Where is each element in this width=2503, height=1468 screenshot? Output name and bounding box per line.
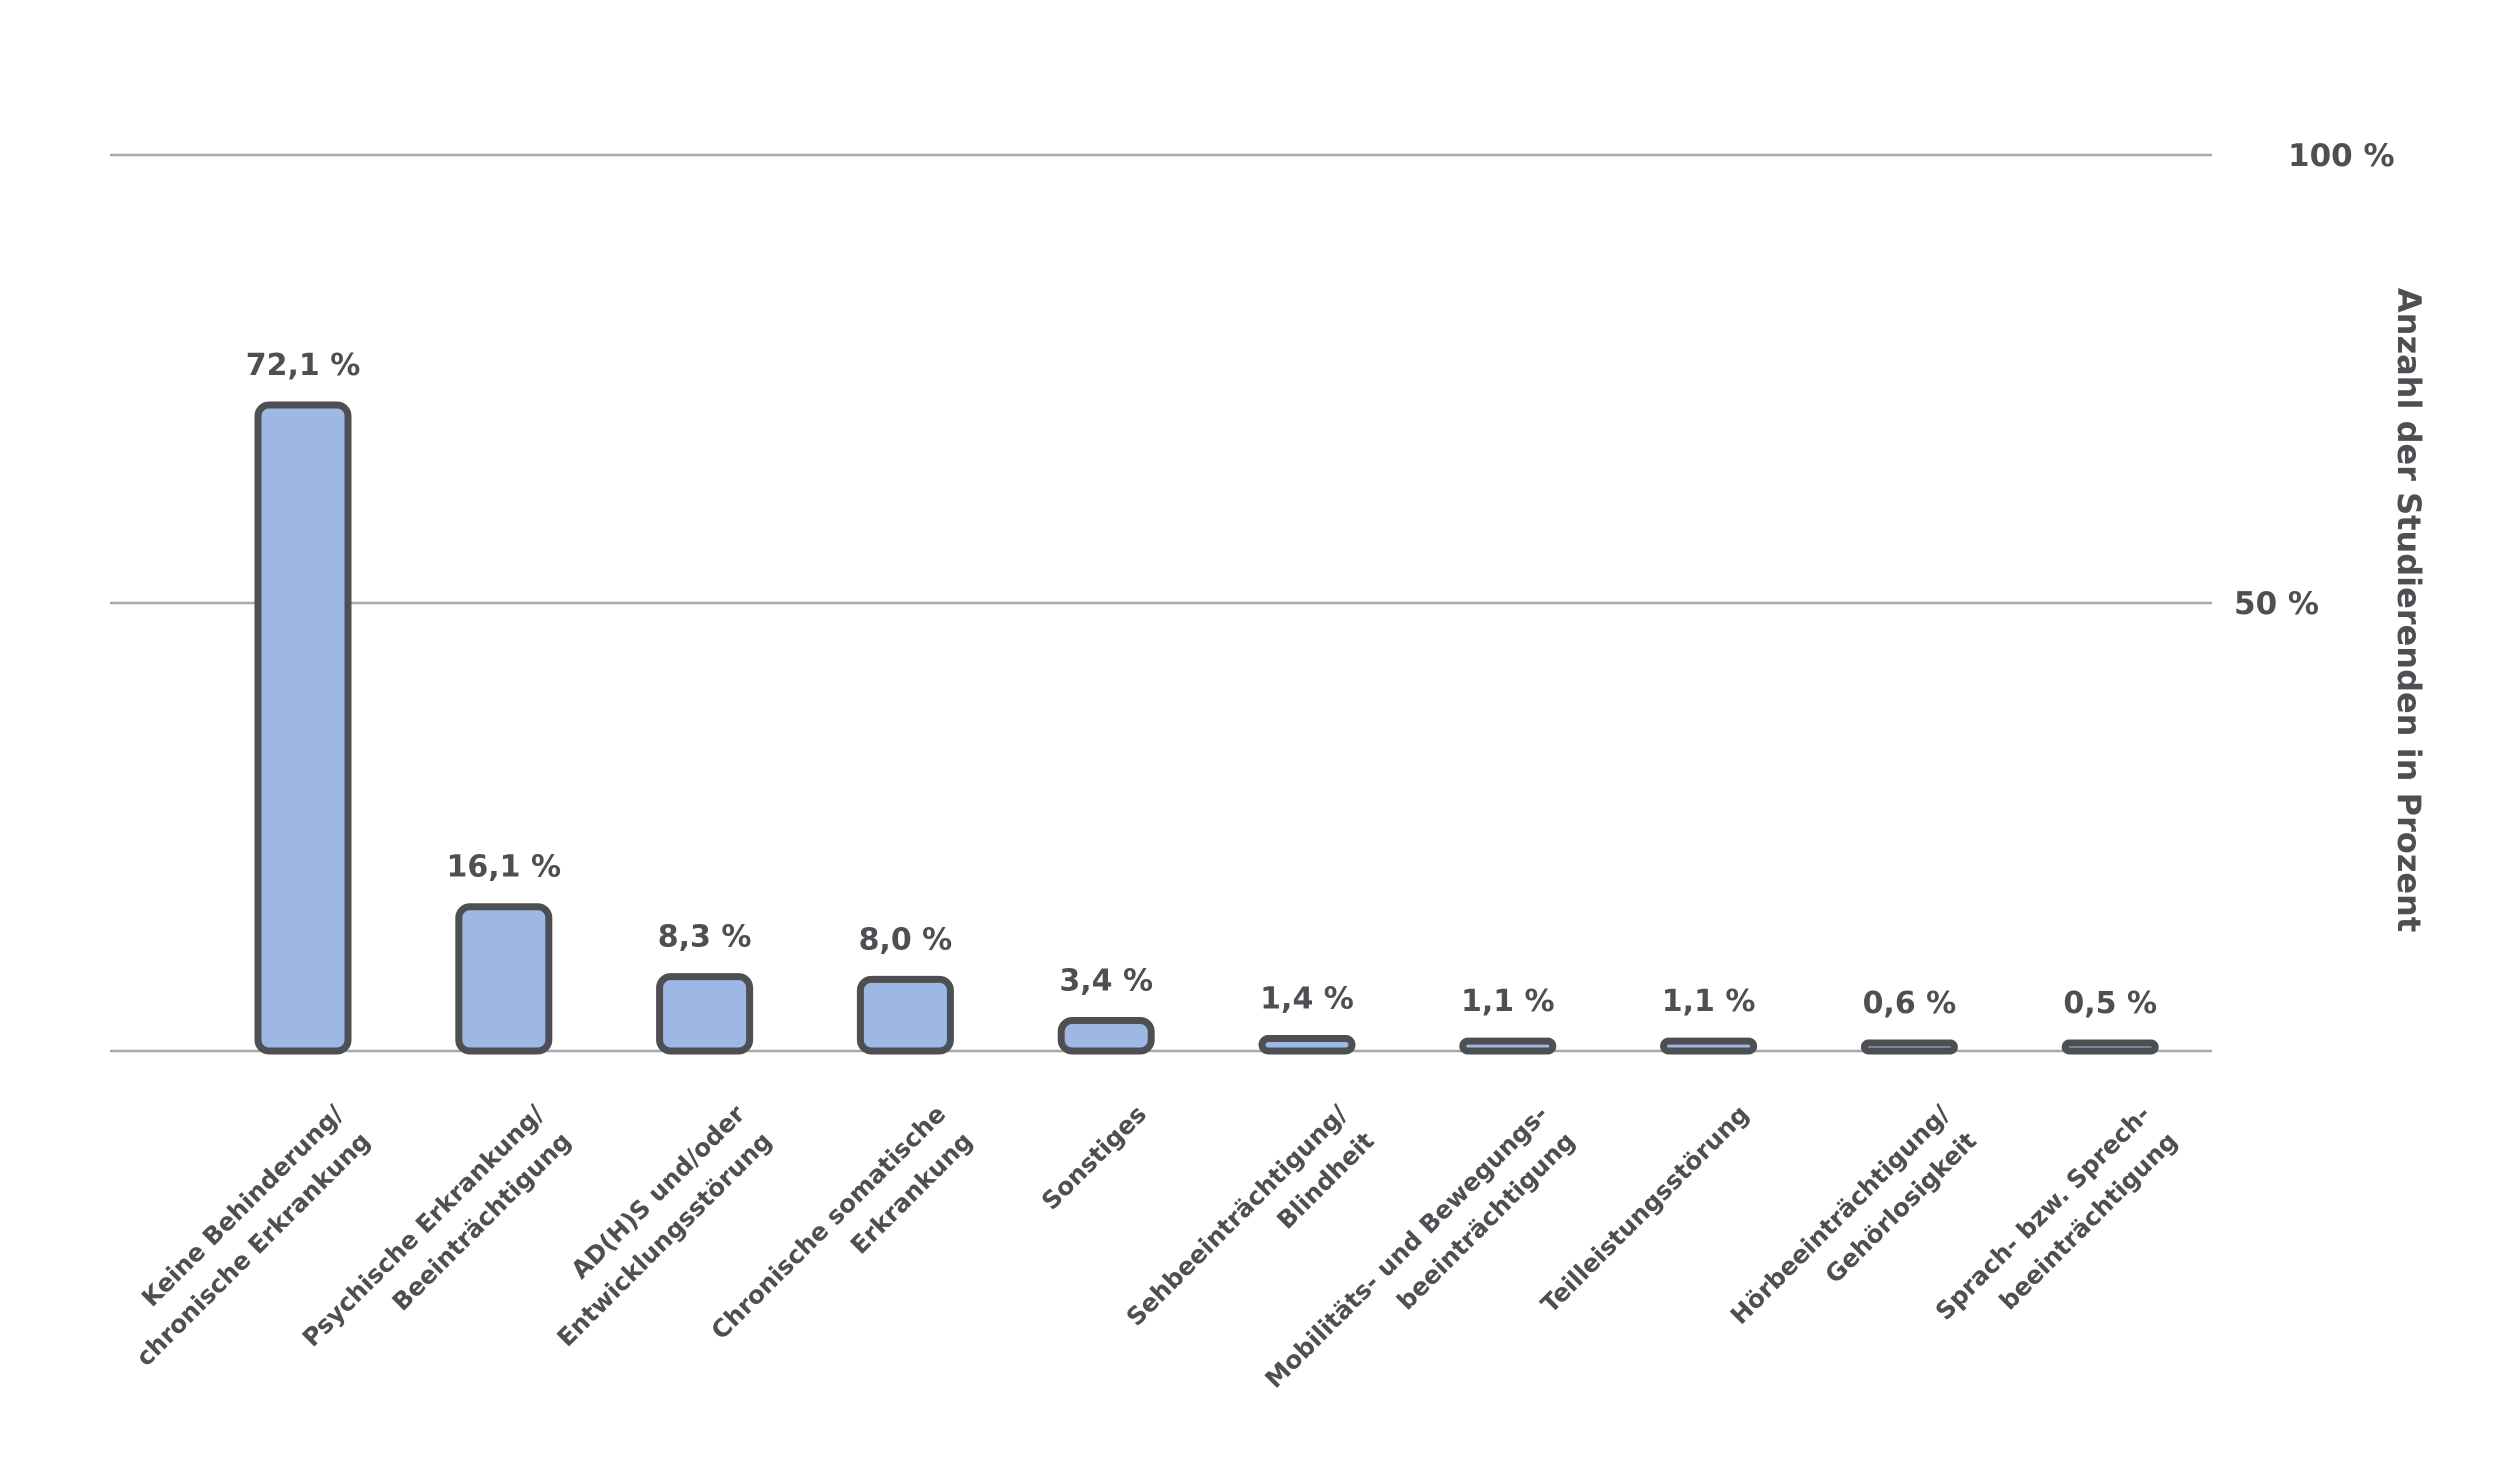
bar: [656, 973, 754, 1055]
bar-value-label: 1,1 %: [1662, 984, 1756, 1019]
bar-value-label: 72,1 %: [246, 348, 361, 383]
bar-value-label: 16,1 %: [447, 850, 562, 885]
bar-value-label: 0,6 %: [1863, 986, 1957, 1021]
bar: [1860, 1039, 1958, 1055]
y-tick-label: 50 %: [2234, 586, 2319, 622]
bar: [1660, 1037, 1758, 1055]
category-labels: Keine Behinderung/chronische ErkrankungP…: [130, 1099, 2183, 1394]
bar: [1057, 1017, 1155, 1055]
category-label-line: Chronische somatische: [705, 1099, 951, 1345]
category-label-line: Sonstiges: [1036, 1099, 1152, 1215]
bar-value-label: 1,4 %: [1260, 981, 1354, 1016]
category-label-line: Sehbeeinträchtigung/: [1120, 1099, 1352, 1331]
bar-value-label: 8,0 %: [859, 922, 953, 957]
bars: [254, 401, 2159, 1055]
bar-value-label: 8,3 %: [658, 920, 752, 955]
category-label: Teilleistungsstörung: [1535, 1099, 1754, 1318]
y-axis-title: Anzahl der Studierenden in Prozent: [2390, 288, 2428, 932]
bar: [2061, 1039, 2159, 1055]
bar-value-label: 3,4 %: [1059, 964, 1153, 999]
y-tick-label: 100 %: [2288, 138, 2395, 174]
category-label-line: Keine Behinderung/: [136, 1099, 349, 1312]
gridlines: [110, 153, 2212, 1053]
bar: [254, 401, 352, 1055]
bar-value-label: 0,5 %: [2063, 986, 2157, 1021]
category-label: Psychische Erkrankung/Beeinträchtigung: [296, 1099, 576, 1352]
bar: [1459, 1037, 1557, 1055]
category-label-line: Teilleistungsstörung: [1535, 1099, 1754, 1318]
category-label-line: chronische Erkrankung: [130, 1126, 376, 1372]
category-label: Sonstiges: [1036, 1099, 1152, 1215]
bar: [1258, 1034, 1356, 1055]
bar-value-label: 1,1 %: [1461, 984, 1555, 1019]
value-labels: 72,1 % 16,1 % 8,3 % 8,0 % 3,4 % 1,4 % 1,1 % 1,1…: [246, 348, 2157, 1021]
bar: [455, 903, 553, 1055]
y-tick-labels: 100 % 50 %: [2234, 138, 2395, 622]
bar: [856, 975, 954, 1055]
category-label-line: Hörbeeinträchtigung/: [1724, 1099, 1955, 1330]
category-label-line: Psychische Erkrankung/: [296, 1099, 549, 1352]
